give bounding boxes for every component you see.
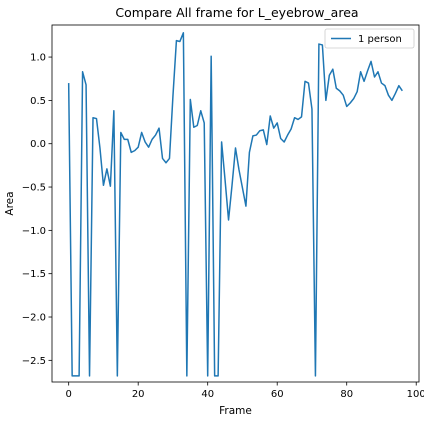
- x-tick-label: 40: [201, 389, 214, 400]
- y-axis-label: Area: [4, 191, 16, 215]
- plot-area: [52, 25, 419, 382]
- legend-label: 1 person: [358, 34, 402, 45]
- y-tick-label: −2.0: [22, 313, 46, 324]
- y-tick-label: 1.0: [30, 53, 46, 64]
- legend: 1 person: [324, 28, 415, 49]
- y-tick-label: −1.0: [22, 226, 46, 237]
- y-axis-ticks: −2.5 −2.0 −1.5 −1.0 −0.5 0.0 0.5 1.0: [22, 53, 52, 367]
- x-tick-label: 0: [65, 389, 71, 400]
- y-tick-label: −2.5: [22, 356, 46, 367]
- plot-frame: [51, 24, 420, 383]
- series-line-1-person: [67, 32, 403, 377]
- y-tick-label: −0.5: [22, 183, 46, 194]
- y-tick-label: 0.5: [30, 96, 46, 107]
- chart-title: Compare All frame for L_eyebrow_area: [115, 5, 358, 20]
- y-tick-label: 0.0: [30, 139, 46, 150]
- x-tick-label: 80: [340, 389, 353, 400]
- x-tick-label: 100: [407, 389, 424, 400]
- x-axis-ticks: 0 20 40 60 80 100: [65, 382, 424, 400]
- x-tick-label: 60: [271, 389, 284, 400]
- x-tick-label: 20: [132, 389, 145, 400]
- y-tick-label: −1.5: [22, 269, 46, 280]
- x-axis-label: Frame: [219, 405, 252, 417]
- legend-box: [324, 28, 415, 49]
